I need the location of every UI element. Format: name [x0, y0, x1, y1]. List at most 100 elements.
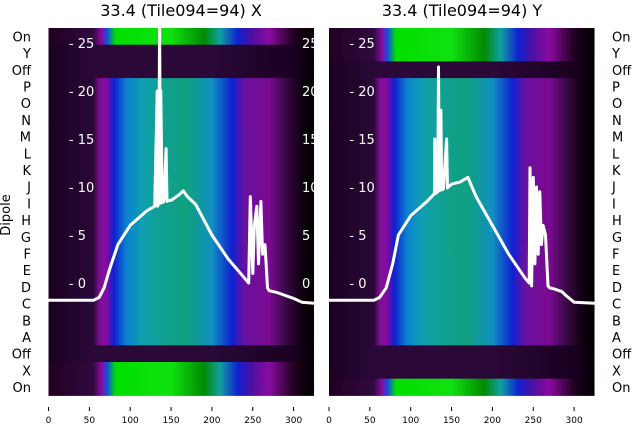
x-tick-label: 100 — [122, 416, 139, 426]
heatmap-row — [48, 378, 315, 396]
heatmap-row — [329, 211, 595, 229]
row-label: H — [612, 214, 622, 229]
row-label: Y — [611, 47, 620, 62]
inner-y-tick-label: - 10 — [69, 181, 94, 196]
row-label: Y — [22, 47, 31, 62]
row-label: L — [24, 147, 32, 162]
heatmap-row — [48, 295, 315, 313]
inner-y-tick-label: - 20 — [69, 85, 94, 100]
heatmap-row — [48, 178, 315, 196]
heatmap-row — [329, 144, 595, 163]
heatmap-row — [329, 161, 595, 179]
heatmap-row — [48, 94, 315, 112]
row-label: B — [22, 314, 31, 329]
inner-y-tick-label: - 10 — [349, 181, 374, 196]
row-label: G — [612, 231, 622, 246]
row-label: On — [13, 30, 31, 45]
row-label: J — [26, 181, 31, 196]
row-label: X — [612, 364, 621, 379]
line-series — [48, 12, 315, 305]
row-label: J — [611, 181, 616, 196]
inner-y-tick-label-right: 20 — [302, 85, 319, 100]
title-y: 33.4 (Tile094=94) Y — [382, 1, 543, 20]
row-label: A — [22, 331, 31, 346]
heatmap-row — [48, 144, 315, 163]
row-label: H — [21, 214, 31, 229]
heatmap-row — [329, 228, 595, 246]
inner-y-tick-label-right: 15 — [302, 133, 319, 148]
heatmap-row — [329, 295, 595, 313]
row-label: A — [612, 331, 621, 346]
x-tick-label: 100 — [402, 416, 419, 426]
heatmap-row — [48, 261, 315, 279]
heatmap-row — [48, 228, 315, 246]
heatmap-row — [329, 378, 595, 396]
row-label: K — [22, 164, 31, 179]
row-label: D — [612, 281, 622, 296]
heatmap-row — [329, 345, 595, 363]
row-label: F — [612, 247, 619, 262]
x-tick-label: 50 — [84, 416, 96, 426]
row-label: N — [21, 114, 31, 129]
row-label: D — [21, 281, 31, 296]
inner-y-tick-label: - 15 — [69, 133, 94, 148]
inner-y-tick-label: - 5 — [349, 229, 366, 244]
heatmap-row — [48, 61, 315, 79]
x-tick-label: 50 — [364, 416, 376, 426]
heatmap-row — [329, 245, 595, 263]
row-label: On — [612, 381, 630, 396]
row-label: I — [27, 197, 31, 212]
row-label: P — [23, 80, 31, 95]
inner-y-tick-label-right: 10 — [302, 181, 319, 196]
heatmap-row — [329, 28, 595, 46]
row-label: E — [612, 264, 620, 279]
x-tick-label: 150 — [162, 416, 179, 426]
inner-y-tick-label: - 0 — [349, 277, 366, 292]
inner-y-tick-label: - 20 — [349, 85, 374, 100]
row-label: O — [21, 97, 31, 112]
row-label: M — [612, 131, 623, 146]
row-label: M — [20, 131, 31, 146]
row-label: L — [612, 147, 620, 162]
row-label: C — [612, 298, 621, 313]
heatmap-row — [329, 111, 595, 129]
row-label: X — [22, 364, 31, 379]
heatmap-row — [329, 261, 595, 279]
inner-y-tick-label-right: 0 — [302, 277, 310, 292]
heatmap-row — [48, 245, 315, 263]
heatmap-row — [329, 128, 595, 146]
inner-y-tick-label: - 5 — [69, 229, 86, 244]
heatmap-row — [48, 128, 315, 146]
x-tick-label: 0 — [326, 416, 332, 426]
inner-y-tick-label: - 25 — [349, 37, 374, 52]
x-tick-label: 200 — [484, 416, 501, 426]
row-label: P — [612, 80, 620, 95]
heatmap-row — [329, 278, 595, 296]
heatmap-row — [48, 111, 315, 129]
x-tick-label: 300 — [566, 416, 583, 426]
title-x: 33.4 (Tile094=94) X — [100, 1, 262, 20]
inner-y-tick-label-right: 25 — [302, 37, 319, 52]
x-tick-label: 150 — [443, 416, 460, 426]
heatmap-row — [329, 44, 595, 62]
heatmap-row — [329, 195, 595, 213]
row-label: Off — [612, 64, 632, 79]
line-series — [329, 65, 595, 305]
heatmap-row — [329, 328, 595, 346]
heatmap-row — [48, 78, 315, 96]
heatmap-row — [48, 195, 315, 213]
x-tick-label: 200 — [203, 416, 220, 426]
inner-y-tick-label: - 15 — [349, 133, 374, 148]
x-tick-label: 250 — [244, 416, 261, 426]
heatmap-row — [48, 328, 315, 346]
heatmap-row — [329, 311, 595, 330]
row-label: I — [612, 197, 616, 212]
heatmap-row — [48, 44, 315, 62]
x-tick-label: 250 — [525, 416, 542, 426]
row-label: N — [612, 114, 622, 129]
row-label: Off — [12, 348, 32, 363]
row-label: On — [13, 381, 31, 396]
heatmap-row — [329, 78, 595, 96]
inner-y-tick-label: - 0 — [69, 277, 86, 292]
row-label: F — [24, 247, 31, 262]
